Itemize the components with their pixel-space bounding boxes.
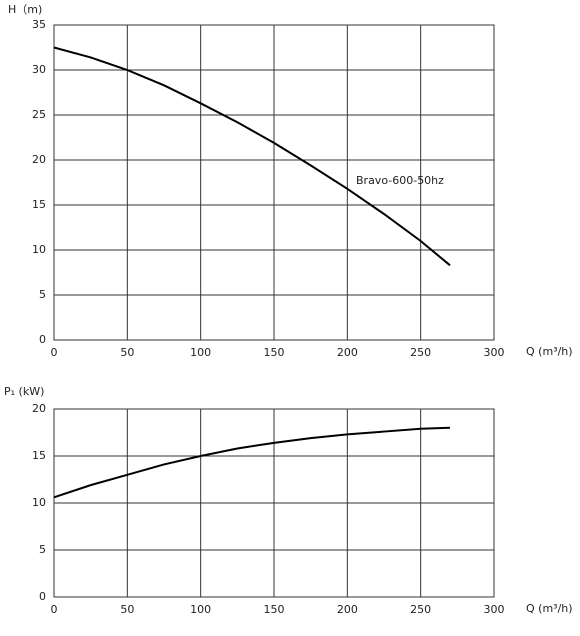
x-tick-label: 0 <box>51 603 58 616</box>
x-tick-label: 100 <box>190 603 211 616</box>
x-tick-label: 250 <box>410 603 431 616</box>
x-axis-label: Q (m³/h) <box>526 602 573 615</box>
data-line <box>53 426 451 499</box>
x-tick-label: 50 <box>120 603 134 616</box>
y-tick-label: 0 <box>39 590 46 603</box>
x-tick-label: 200 <box>337 603 358 616</box>
y-tick-label: 20 <box>32 402 46 415</box>
data-line <box>53 46 451 267</box>
y-axis-label: H（m) <box>8 3 42 16</box>
y-tick-label: 20 <box>32 153 46 166</box>
x-tick-label: 250 <box>410 346 431 359</box>
x-tick-label: 100 <box>190 346 211 359</box>
y-tick-label: 5 <box>39 543 46 556</box>
x-tick-label: 300 <box>484 346 505 359</box>
y-tick-label: 15 <box>32 449 46 462</box>
x-tick-label: 150 <box>264 603 285 616</box>
y-tick-label: 0 <box>39 333 46 346</box>
y-tick-label: 30 <box>32 63 46 76</box>
x-tick-label: 300 <box>484 603 505 616</box>
y-tick-label: 35 <box>32 18 46 31</box>
y-tick-label: 25 <box>32 108 46 121</box>
series-label: Bravo-600-50hz <box>356 174 444 187</box>
y-axis-label: P₁ (kW) <box>4 385 44 398</box>
x-tick-label: 50 <box>120 346 134 359</box>
x-tick-label: 200 <box>337 346 358 359</box>
x-tick-label: 150 <box>264 346 285 359</box>
y-tick-label: 10 <box>32 496 46 509</box>
x-tick-label: 0 <box>51 346 58 359</box>
y-tick-label: 15 <box>32 198 46 211</box>
y-tick-label: 10 <box>32 243 46 256</box>
x-axis-label: Q (m³/h) <box>526 345 573 358</box>
y-tick-label: 5 <box>39 288 46 301</box>
